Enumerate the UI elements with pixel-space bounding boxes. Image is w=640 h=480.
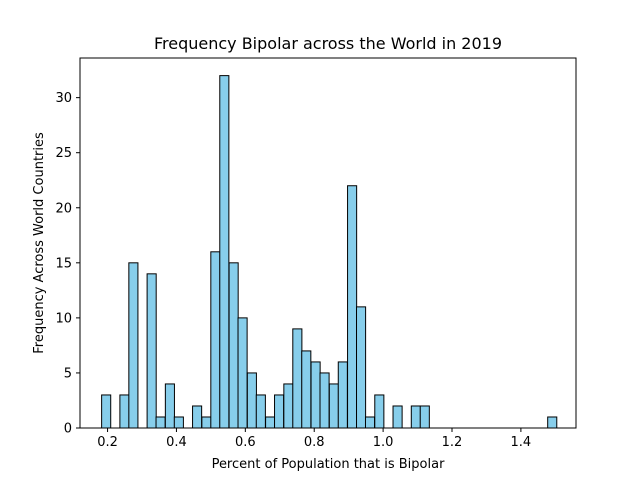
- histogram-bar: [265, 416, 276, 429]
- histogram-bar: [228, 262, 239, 429]
- y-tick-label: 10: [55, 311, 72, 326]
- y-axis-ticks: 0 5 10 15 20 25 30: [55, 91, 80, 437]
- histogram-bar: [410, 405, 421, 429]
- histogram-bar: [219, 75, 230, 429]
- x-axis-label: Percent of Population that is Bipolar: [212, 457, 446, 472]
- y-tick-label: 5: [64, 366, 72, 381]
- histogram-bar: [328, 383, 339, 429]
- histogram-bar: [237, 317, 248, 429]
- plot-frame: [79, 57, 577, 429]
- x-axis-ticks: 0.2 0.4 0.6 0.8 1.0 1.2 1.4: [97, 428, 531, 450]
- histogram-bar: [301, 350, 312, 429]
- histogram-bar: [392, 405, 403, 429]
- y-tick-label: 30: [55, 91, 72, 106]
- y-tick-label: 15: [55, 256, 72, 271]
- histogram-bar: [364, 416, 376, 429]
- histogram-bar: [292, 328, 303, 429]
- histogram-bar: [146, 273, 157, 429]
- histogram-bar: [356, 306, 367, 429]
- histogram-bar: [192, 405, 203, 429]
- y-tick-label: 0: [64, 422, 72, 437]
- histogram-bar: [255, 394, 266, 429]
- histogram-bar: [201, 416, 212, 429]
- y-axis-label: Frequency Across World Countries: [32, 132, 47, 354]
- histogram-bar: [274, 394, 285, 429]
- histogram-bar: [246, 372, 257, 429]
- chart-title: Frequency Bipolar across the World in 20…: [154, 34, 502, 53]
- histogram-bar: [319, 372, 330, 429]
- x-tick-label: 1.0: [373, 435, 394, 450]
- x-tick-label: 1.2: [442, 435, 463, 450]
- x-tick-label: 0.6: [235, 435, 256, 450]
- histogram-bar: [210, 251, 221, 429]
- histogram-bar: [337, 361, 348, 429]
- histogram-bar: [283, 383, 294, 429]
- histogram-bar: [547, 416, 558, 429]
- histogram-bar: [347, 185, 358, 429]
- histogram-bar: [119, 394, 130, 429]
- y-tick-label: 20: [55, 201, 72, 216]
- histogram-bar: [155, 416, 166, 429]
- histogram-bar: [164, 383, 175, 429]
- x-tick-label: 0.2: [97, 435, 118, 450]
- y-tick-label: 25: [55, 146, 72, 161]
- histogram-bar: [419, 405, 430, 429]
- histogram-bar: [374, 394, 385, 429]
- histogram-bar: [173, 416, 184, 429]
- x-tick-label: 0.8: [304, 435, 325, 450]
- histogram-bar: [128, 262, 139, 429]
- x-tick-label: 0.4: [166, 435, 187, 450]
- histogram-bar: [101, 394, 112, 429]
- histogram-bar: [310, 361, 321, 429]
- x-tick-label: 1.4: [511, 435, 532, 450]
